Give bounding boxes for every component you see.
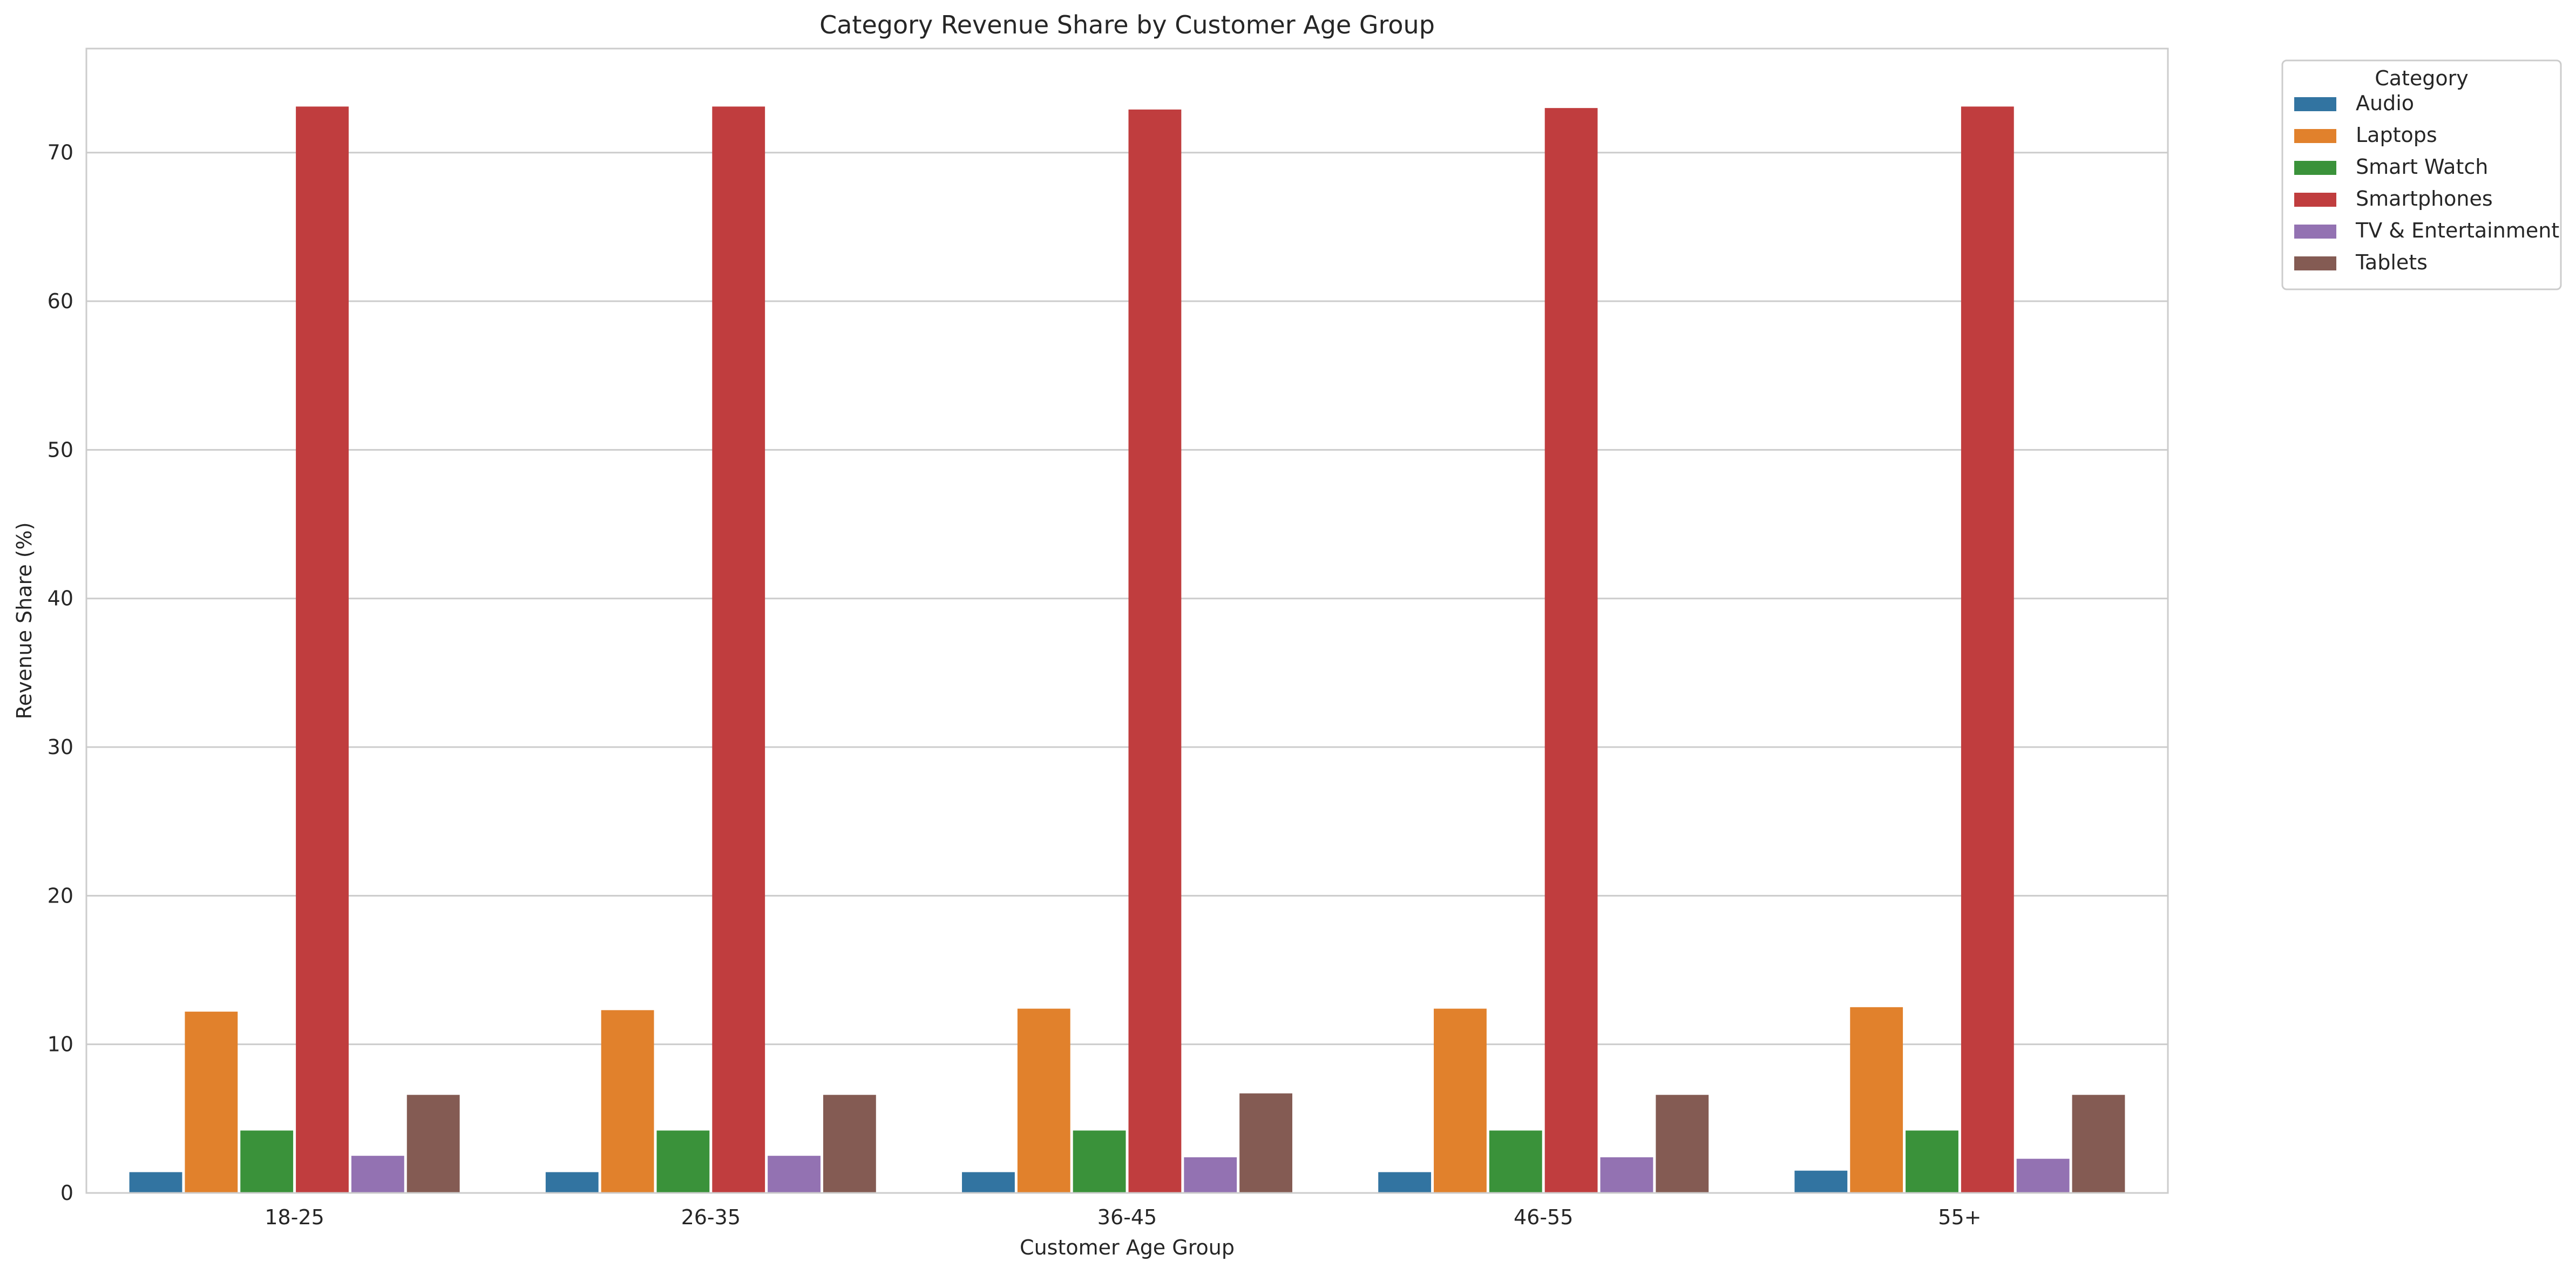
bar-smartphones-46-55	[1544, 108, 1598, 1193]
bar-tv-entertainment-55+	[2016, 1158, 2070, 1193]
bar-smart-watch-18-25	[240, 1130, 294, 1193]
legend-swatch	[2294, 225, 2336, 239]
bar-laptops-46-55	[1434, 1008, 1487, 1193]
bar-audio-18-25	[129, 1172, 182, 1193]
bar-laptops-18-25	[185, 1012, 238, 1193]
gridlines	[86, 152, 2168, 1046]
bar-smartphones-55+	[1961, 106, 2014, 1193]
legend-label: Smartphones	[2356, 187, 2493, 211]
bar-tv-entertainment-46-55	[1600, 1157, 1653, 1193]
legend-swatch	[2294, 129, 2336, 143]
bar-smartphones-18-25	[296, 106, 349, 1193]
bar-audio-36-45	[962, 1172, 1015, 1193]
y-axis-title: Revenue Share (%)	[12, 522, 36, 719]
bars	[129, 106, 2125, 1193]
y-tick-label: 50	[48, 438, 73, 462]
y-tick-label: 0	[60, 1181, 73, 1205]
legend-label: Smart Watch	[2356, 155, 2488, 179]
bar-laptops-26-35	[601, 1010, 654, 1193]
x-axis-title: Customer Age Group	[1020, 1236, 1235, 1259]
x-tick-label: 46-55	[1514, 1205, 1573, 1229]
legend-label: Audio	[2356, 91, 2414, 115]
bar-audio-46-55	[1378, 1172, 1432, 1193]
legend-label: TV & Entertainment	[2355, 219, 2559, 242]
bar-smartphones-36-45	[1128, 109, 1182, 1193]
y-tick-labels: 0 10 20 30 40 50 60 70	[48, 141, 73, 1205]
bar-laptops-36-45	[1017, 1008, 1070, 1193]
legend-swatch	[2294, 193, 2336, 207]
bar-tablets-46-55	[1656, 1095, 1709, 1193]
chart-title: Category Revenue Share by Customer Age G…	[819, 10, 1435, 39]
x-tick-label: 26-35	[681, 1205, 741, 1229]
bar-smart-watch-26-35	[656, 1130, 710, 1193]
bar-tv-entertainment-26-35	[768, 1156, 821, 1193]
bar-laptops-55+	[1850, 1007, 1903, 1193]
legend-swatch	[2294, 97, 2336, 111]
legend-label: Tablets	[2355, 250, 2428, 274]
legend-items: Audio Laptops Smart Watch Smartphones TV & E…	[2294, 91, 2559, 274]
plot-frame	[85, 48, 2169, 1194]
y-tick-label: 60	[48, 289, 73, 313]
bar-tv-entertainment-18-25	[351, 1156, 404, 1193]
bar-tablets-26-35	[823, 1095, 876, 1193]
bar-smart-watch-55+	[1906, 1130, 1958, 1193]
legend-swatch	[2294, 256, 2336, 270]
bar-tv-entertainment-36-45	[1184, 1157, 1237, 1193]
y-tick-label: 20	[48, 884, 73, 907]
y-tick-label: 70	[48, 141, 73, 165]
bar-smart-watch-46-55	[1489, 1130, 1542, 1193]
bar-audio-26-35	[545, 1172, 599, 1193]
y-tick-label: 30	[48, 735, 73, 759]
x-tick-label: 36-45	[1097, 1205, 1157, 1229]
bar-smartphones-26-35	[712, 106, 765, 1193]
legend: Category Audio Laptops Smart Watch Smartpho…	[2281, 59, 2562, 290]
legend-swatch	[2294, 161, 2336, 175]
x-tick-labels: 18-25 26-35 36-45 46-55 55+	[265, 1205, 1981, 1229]
bar-tablets-55+	[2072, 1095, 2125, 1193]
bar-tablets-36-45	[1239, 1093, 1292, 1193]
legend-label: Laptops	[2356, 123, 2437, 147]
x-tick-label: 55+	[1938, 1205, 1981, 1229]
y-tick-label: 40	[48, 587, 73, 611]
legend-title: Category	[2375, 66, 2469, 90]
bar-tablets-18-25	[406, 1095, 460, 1193]
legend-frame	[2281, 59, 2562, 290]
y-tick-label: 10	[48, 1033, 73, 1056]
x-tick-label: 18-25	[265, 1205, 324, 1229]
bar-smart-watch-36-45	[1073, 1130, 1126, 1193]
bar-audio-55+	[1794, 1170, 1848, 1193]
